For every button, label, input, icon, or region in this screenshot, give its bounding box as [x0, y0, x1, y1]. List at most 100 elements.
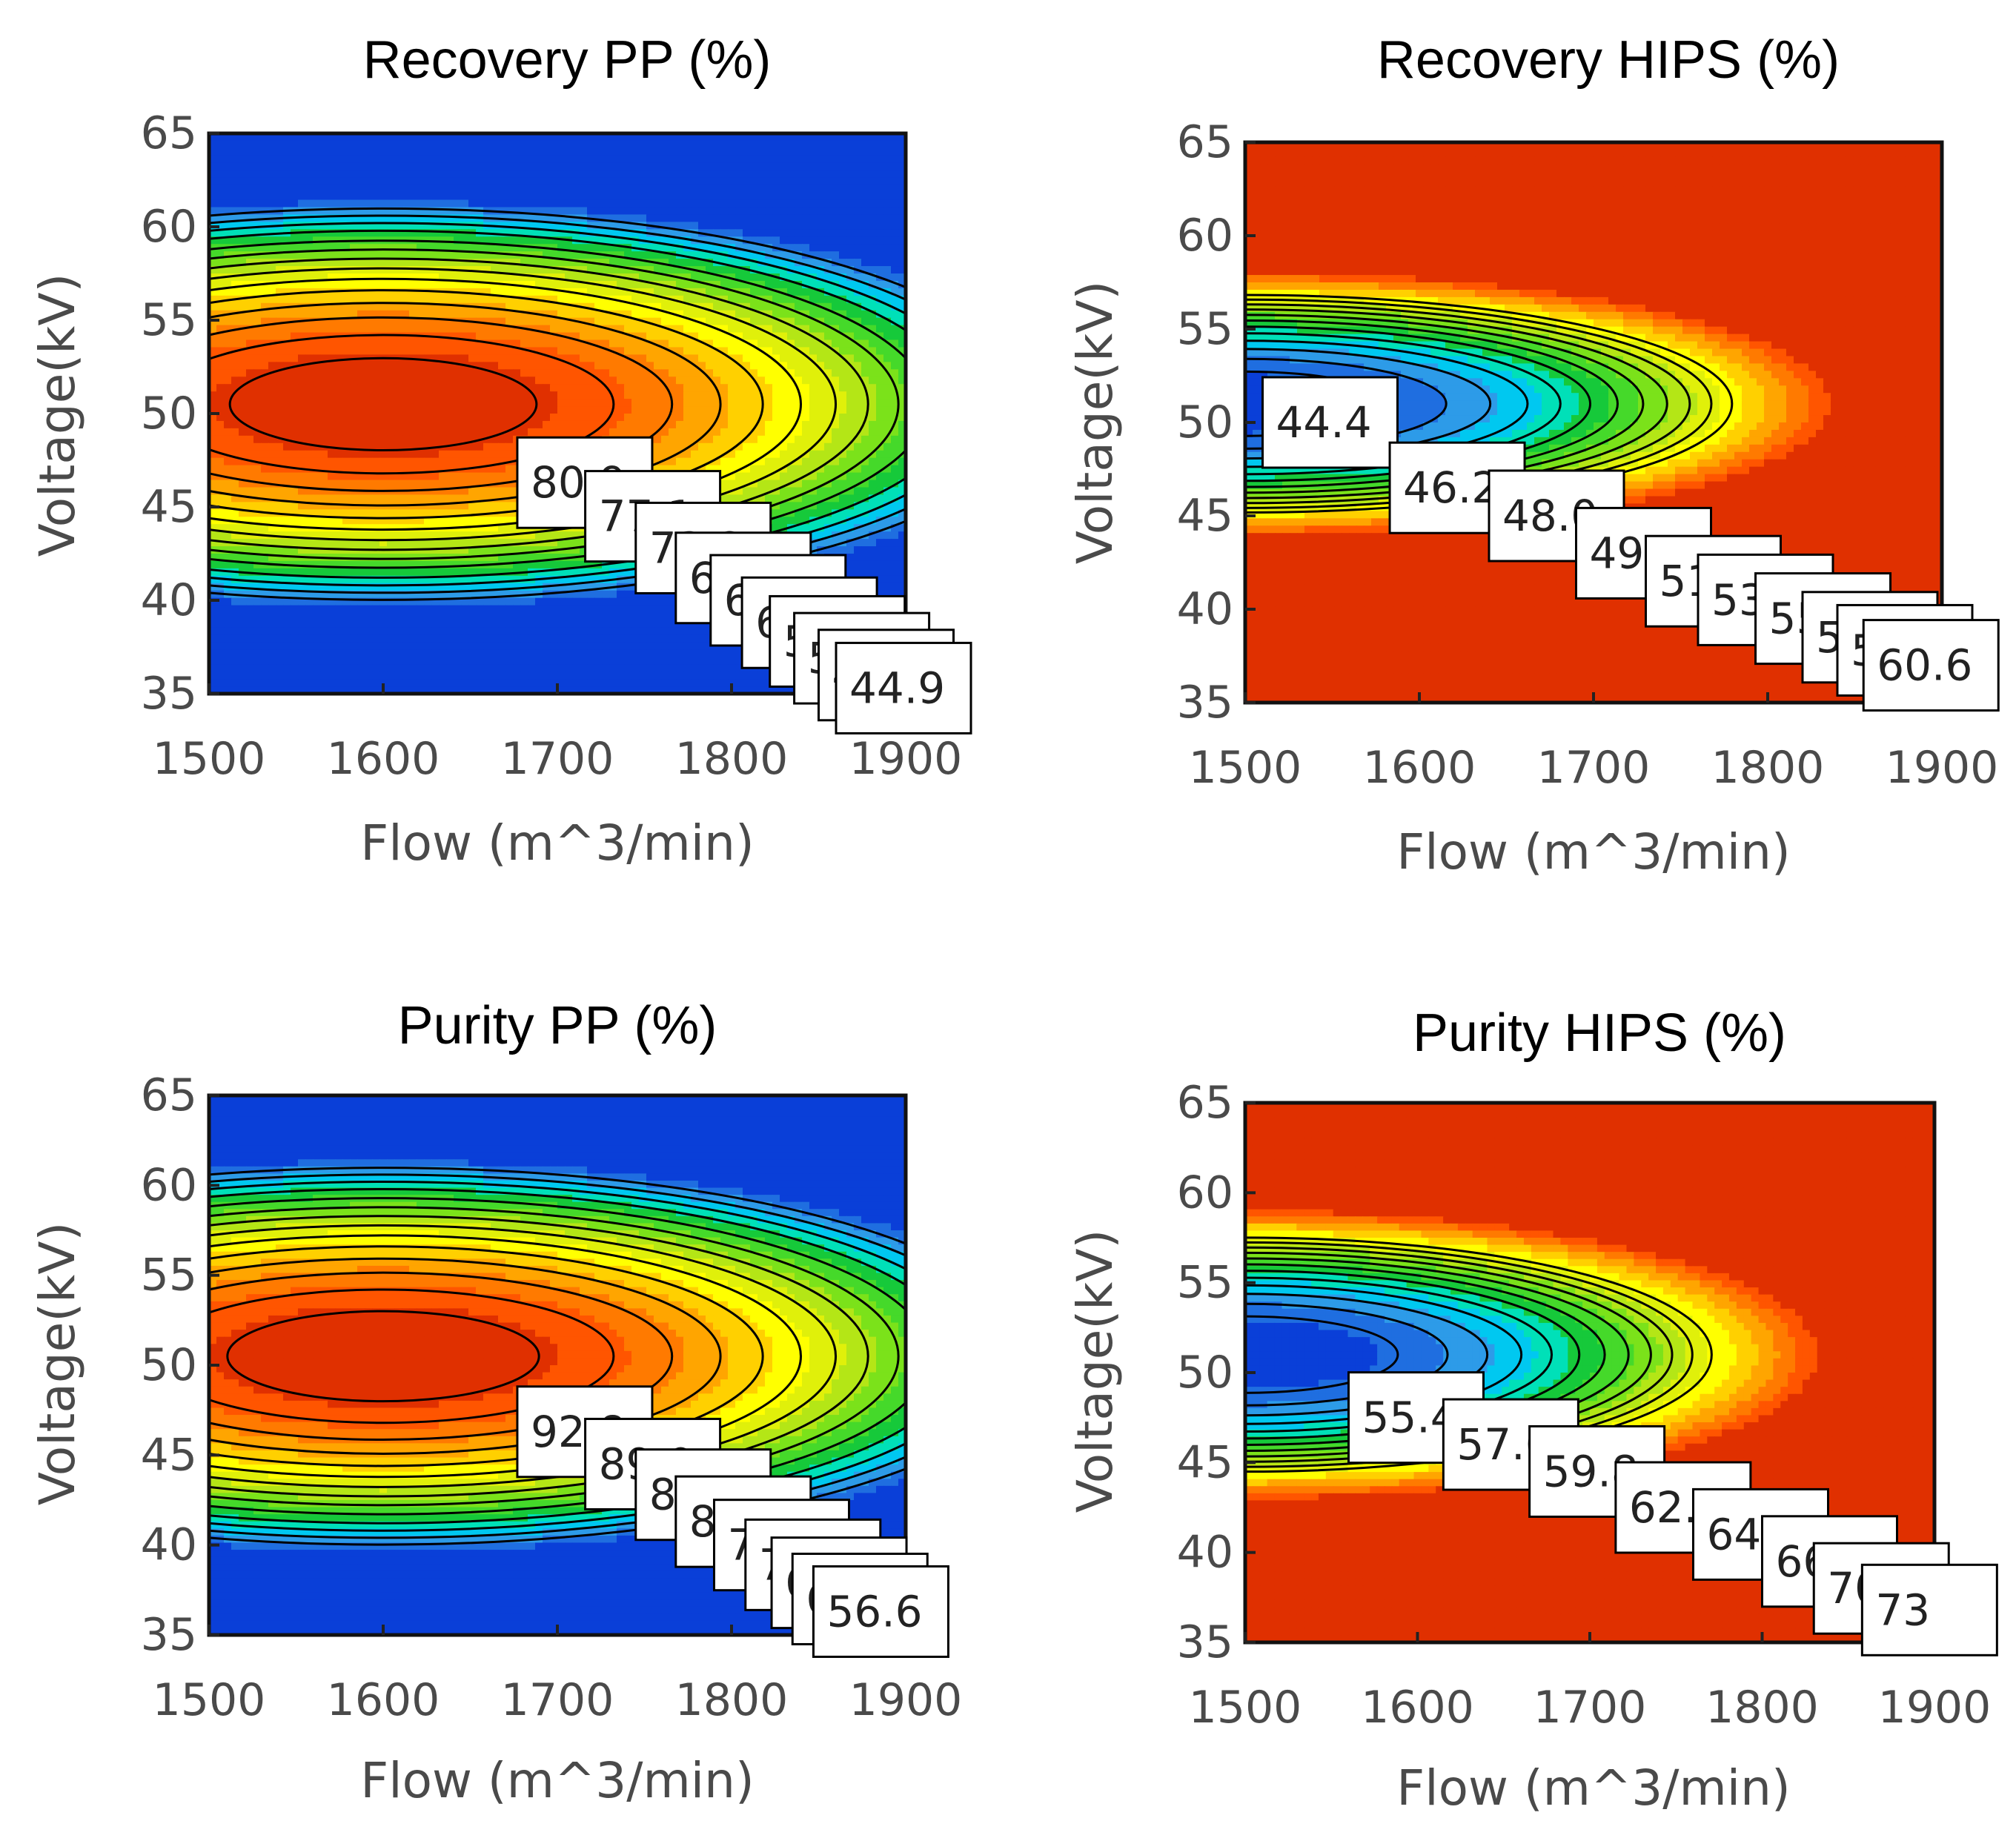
- contour-cell: [231, 236, 239, 245]
- contour-cell: [276, 354, 284, 363]
- contour-cell: [276, 384, 284, 392]
- contour-cell: [854, 170, 862, 179]
- contour-cell: [468, 465, 477, 474]
- contour-cell: [454, 391, 462, 399]
- contour-cell: [698, 185, 706, 193]
- contour-cell: [209, 332, 217, 341]
- contour-cell: [817, 377, 825, 385]
- contour-cell: [698, 259, 706, 267]
- contour-cell: [787, 450, 795, 459]
- contour-cell: [617, 214, 625, 223]
- contour-cell: [328, 214, 336, 223]
- contour-cell: [772, 487, 780, 496]
- contour-cell: [639, 414, 647, 422]
- contour-cell: [298, 428, 306, 437]
- contour-cell: [609, 369, 617, 378]
- contour-cell: [424, 450, 432, 459]
- contour-cell: [357, 273, 365, 282]
- contour-cell: [594, 428, 603, 437]
- contour-cell: [631, 207, 640, 216]
- contour-cell: [268, 347, 276, 356]
- contour-cell: [216, 207, 225, 216]
- contour-cell: [780, 502, 788, 511]
- contour-cell: [669, 317, 677, 326]
- contour-cell: [602, 288, 610, 296]
- contour-cell: [387, 259, 395, 267]
- contour-cell: [594, 273, 603, 282]
- contour-cell: [379, 494, 388, 503]
- contour-cell: [372, 406, 380, 414]
- contour-cell: [328, 450, 336, 459]
- contour-cell: [817, 420, 825, 429]
- contour-cell: [209, 259, 217, 267]
- contour-cell: [661, 288, 669, 296]
- contour-cell: [350, 214, 358, 223]
- contour-cell: [468, 450, 477, 459]
- contour-cell: [543, 384, 551, 392]
- contour-cell: [735, 185, 743, 193]
- contour-cell: [216, 140, 225, 149]
- contour-cell: [402, 494, 410, 503]
- contour-cell: [817, 450, 825, 459]
- contour-cell: [535, 222, 543, 230]
- contour-cell: [565, 140, 573, 149]
- contour-cell: [357, 280, 365, 289]
- contour-cell: [646, 147, 654, 156]
- contour-cell: [335, 384, 343, 392]
- contour-cell: [898, 435, 906, 444]
- contour-cell: [409, 472, 417, 481]
- contour-cell: [350, 339, 358, 348]
- contour-cell: [446, 236, 454, 245]
- contour-cell: [468, 517, 477, 525]
- contour-cell: [795, 472, 803, 481]
- contour-cell: [669, 170, 677, 179]
- contour-cell: [379, 332, 388, 341]
- contour-cell: [261, 502, 269, 511]
- contour-cell: [513, 317, 521, 326]
- contour-cell: [698, 192, 706, 201]
- contour-cell: [802, 391, 810, 399]
- contour-cell: [861, 236, 869, 245]
- contour-cell: [372, 420, 380, 429]
- contour-cell: [246, 288, 254, 296]
- contour-cell: [854, 332, 862, 341]
- contour-cell: [335, 214, 343, 223]
- contour-cell: [454, 280, 462, 289]
- contour-cell: [720, 133, 729, 142]
- contour-cell: [780, 177, 788, 186]
- contour-cell: [387, 480, 395, 488]
- contour-cell: [454, 384, 462, 392]
- contour-cell: [283, 420, 291, 429]
- contour-cell: [239, 347, 247, 356]
- contour-cell: [594, 347, 603, 356]
- contour-cell: [320, 465, 328, 474]
- contour-cell: [528, 339, 536, 348]
- contour-cell: [305, 310, 314, 319]
- contour-cell: [313, 377, 321, 385]
- contour-cell: [787, 229, 795, 238]
- contour-cell: [298, 147, 306, 156]
- contour-cell: [713, 251, 721, 259]
- contour-cell: [683, 155, 692, 164]
- contour-cell: [809, 259, 818, 267]
- contour-cell: [491, 199, 499, 208]
- contour-cell: [357, 199, 365, 208]
- contour-cell: [743, 140, 751, 149]
- contour-cell: [809, 155, 818, 164]
- contour-cell: [735, 354, 743, 363]
- contour-cell: [750, 391, 758, 399]
- contour-cell: [320, 509, 328, 518]
- contour-cell: [454, 199, 462, 208]
- contour-cell: [350, 377, 358, 385]
- contour-cell: [854, 302, 862, 311]
- contour-cell: [565, 391, 573, 399]
- contour-cell: [461, 244, 469, 252]
- contour-cell: [461, 310, 469, 319]
- contour-cell: [498, 266, 506, 274]
- contour-cell: [394, 162, 402, 171]
- contour-cell: [832, 384, 840, 392]
- contour-cell: [291, 399, 299, 407]
- contour-cell: [602, 420, 610, 429]
- contour-cell: [580, 244, 588, 252]
- contour-cell: [313, 222, 321, 230]
